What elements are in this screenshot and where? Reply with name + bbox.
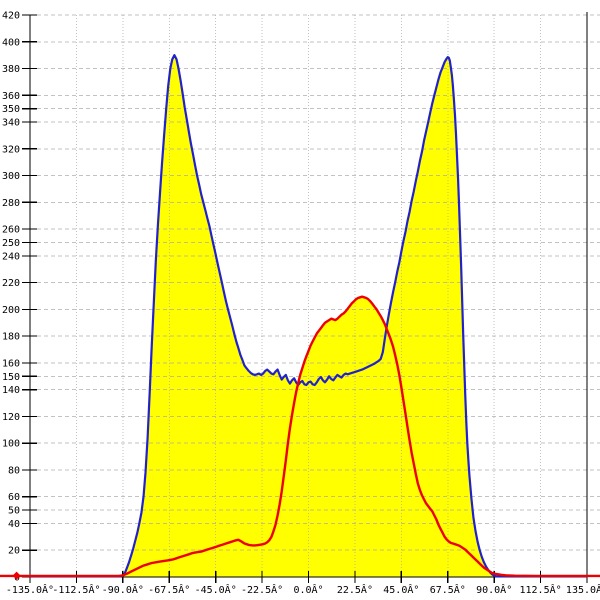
y-tick-label-120: 120 xyxy=(2,412,20,423)
y-tick-label-20: 20 xyxy=(8,546,20,557)
y-tick-label-140: 140 xyxy=(2,385,20,396)
x-tick-label--135: -135.0Â° xyxy=(6,583,54,596)
x-tick-label--45: -45.0Â° xyxy=(195,583,237,596)
y-tick-label-50: 50 xyxy=(8,506,20,517)
y-tick-label-150: 150 xyxy=(2,372,20,383)
y-tick-label-420: 420 xyxy=(2,11,20,22)
x-tick-label-90: 90.0Â° xyxy=(476,583,512,596)
x-tick-label--67.5: -67.5Â° xyxy=(148,583,190,596)
x-tick-label-0: 0.0Â° xyxy=(293,583,323,596)
y-tick-label-80: 80 xyxy=(8,465,20,476)
x-tick-label--22.5: -22.5Â° xyxy=(241,583,283,596)
y-tick-label-260: 260 xyxy=(2,225,20,236)
blue-distribution-curve xyxy=(28,54,589,578)
x-tick-label-112.5: 112.5Â° xyxy=(520,583,562,596)
y-tick-label-60: 60 xyxy=(8,492,20,503)
red-series-diamond-marker xyxy=(12,571,21,580)
y-tick-label-250: 250 xyxy=(2,238,20,249)
x-tick-label--112.5: -112.5Â° xyxy=(52,583,100,596)
y-tick-label-320: 320 xyxy=(2,144,20,155)
y-tick-label-340: 340 xyxy=(2,118,20,129)
y-tick-label-280: 280 xyxy=(2,198,20,209)
y-tick-label-220: 220 xyxy=(2,278,20,289)
y-tick-label-380: 380 xyxy=(2,64,20,75)
y-tick-label-350: 350 xyxy=(2,104,20,115)
y-tick-label-100: 100 xyxy=(2,439,20,450)
y-tick-label-360: 360 xyxy=(2,91,20,102)
red-distribution-curve xyxy=(0,295,600,578)
y-tick-label-180: 180 xyxy=(2,332,20,343)
y-tick-label-400: 400 xyxy=(2,37,20,48)
x-tick-label--90: -90.0Â° xyxy=(102,583,144,596)
y-tick-label-240: 240 xyxy=(2,251,20,262)
y-tick-label-300: 300 xyxy=(2,171,20,182)
y-tick-label-40: 40 xyxy=(8,519,20,530)
x-tick-label-45: 45.0Â° xyxy=(383,583,419,596)
distribution-fill-area xyxy=(121,55,507,578)
y-tick-label-200: 200 xyxy=(2,305,20,316)
x-tick-label-135: 135.0Â° xyxy=(566,583,600,596)
x-tick-label-22.5: 22.5Â° xyxy=(337,583,373,596)
x-tick-label-67.5: 67.5Â° xyxy=(430,583,466,596)
y-tick-label-160: 160 xyxy=(2,358,20,369)
